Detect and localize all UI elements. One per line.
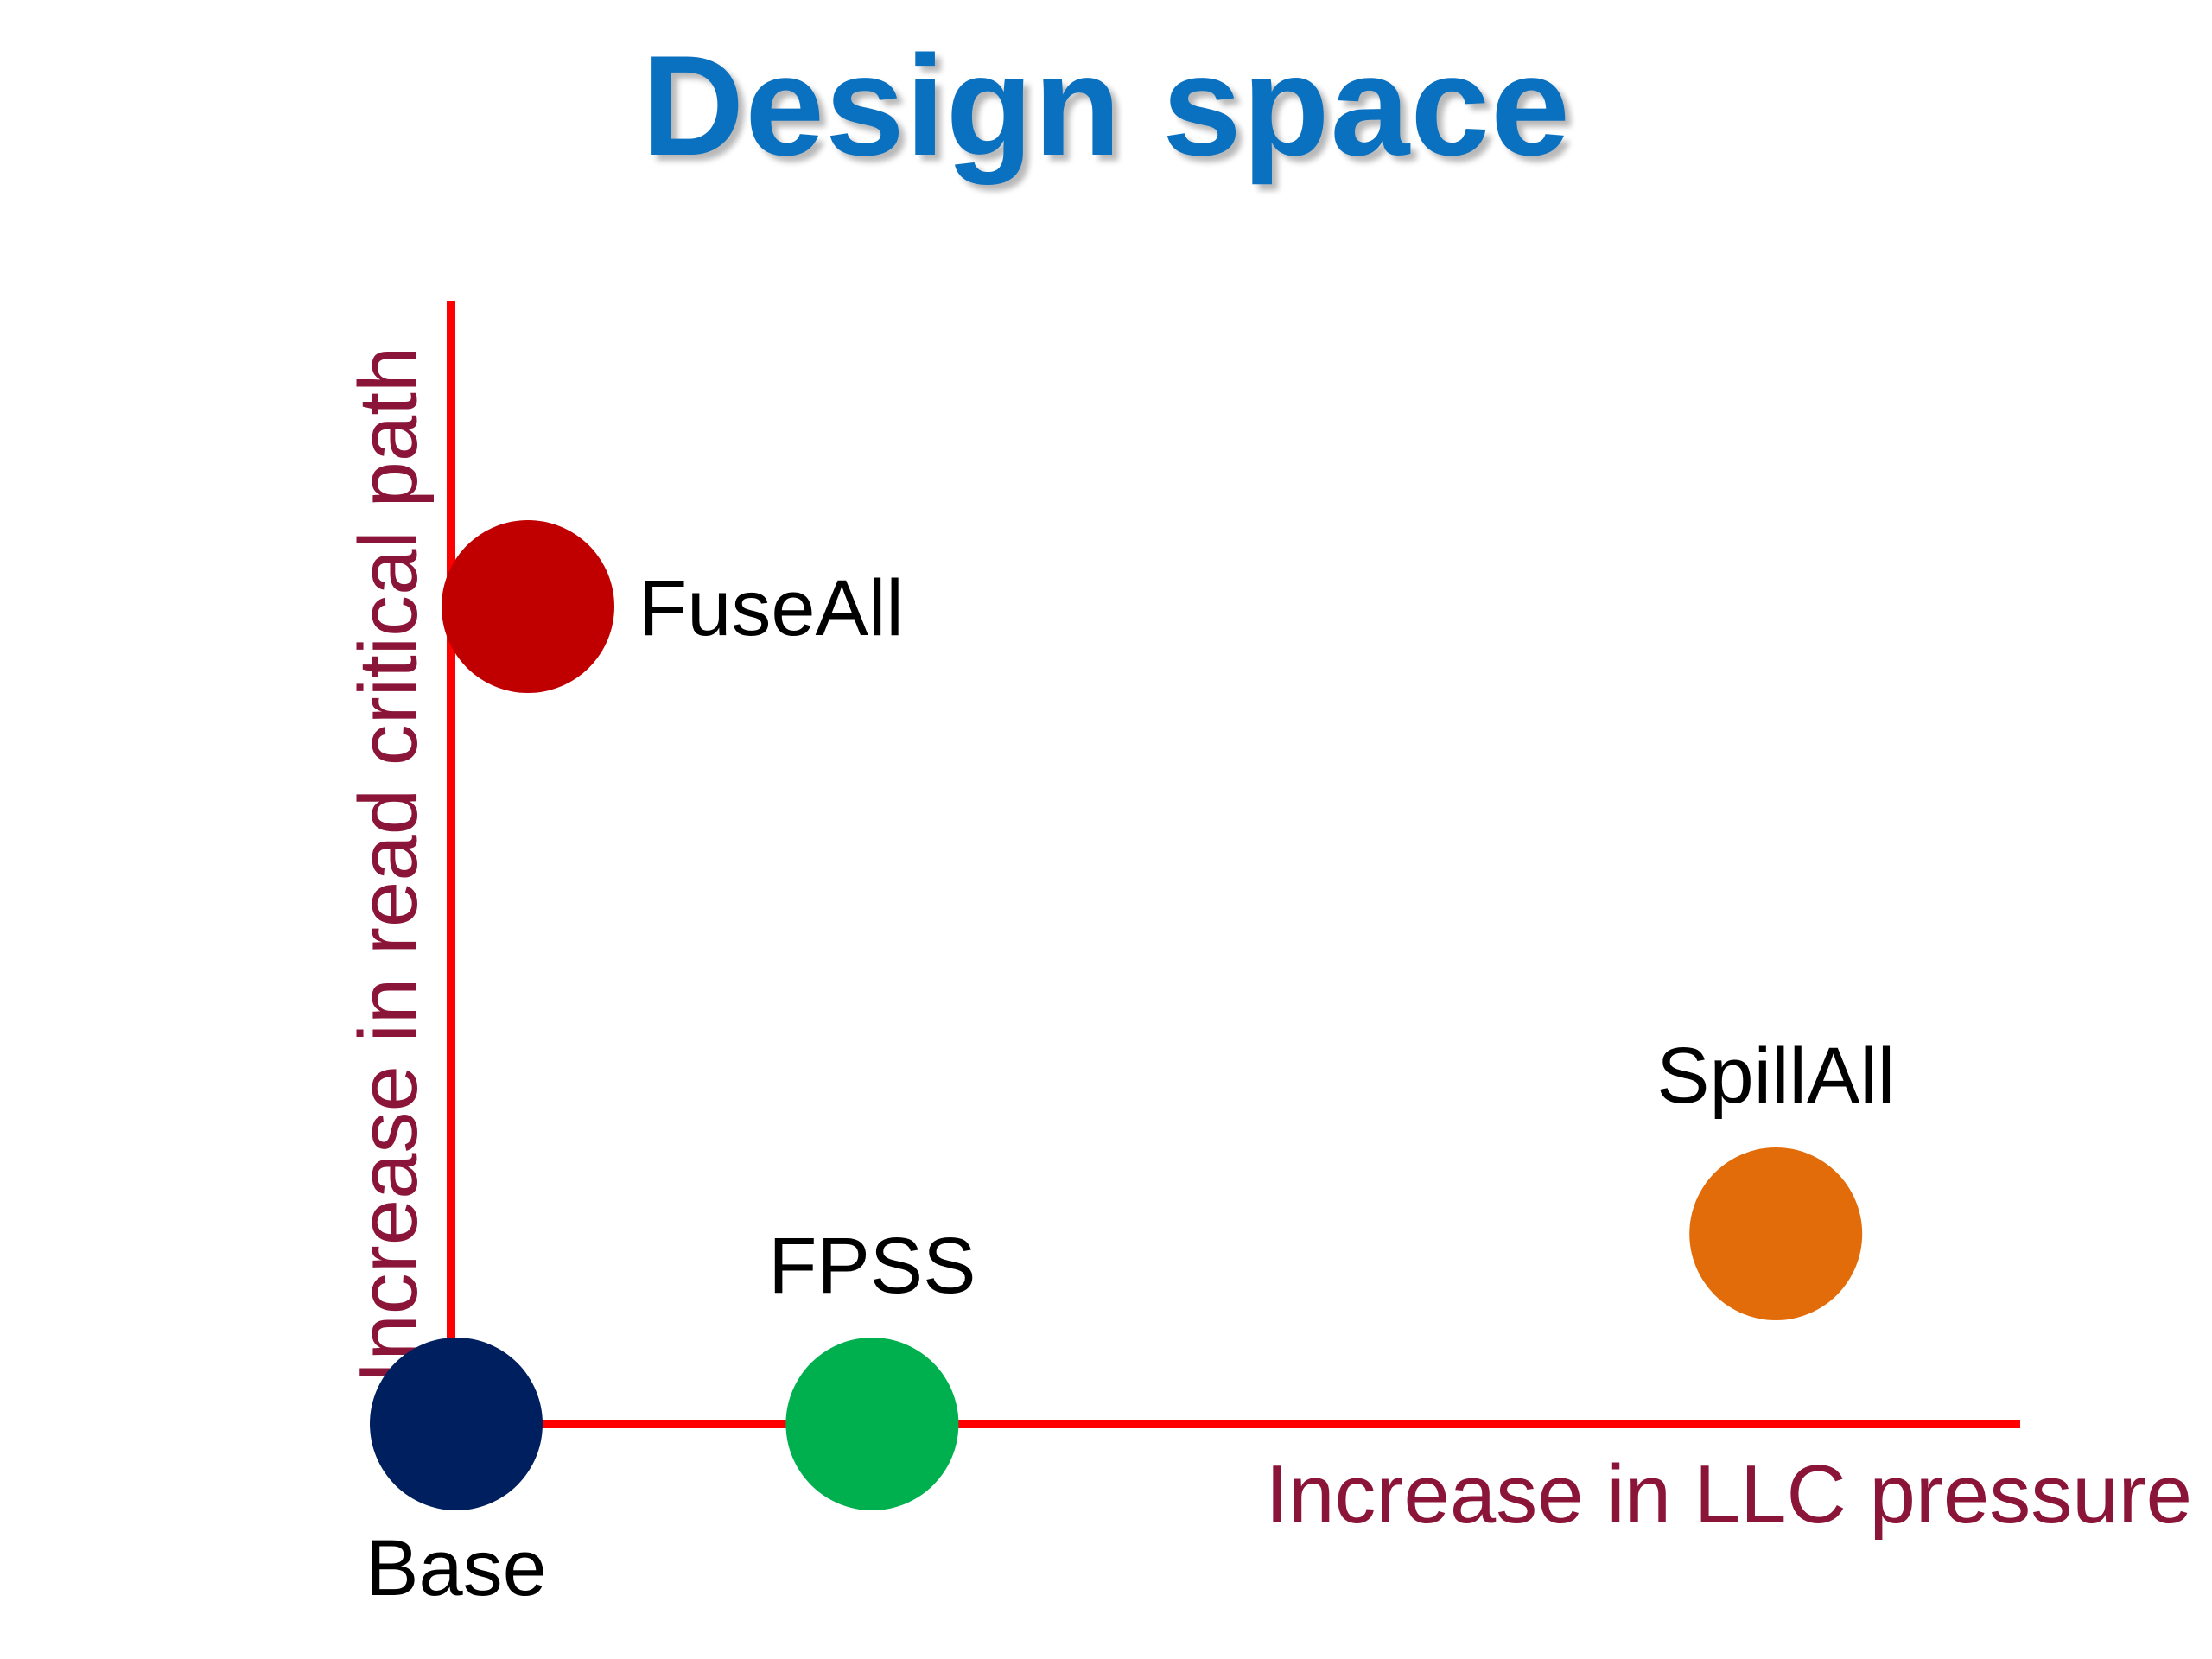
point-fuseall xyxy=(442,520,614,693)
points-layer: Base FPSS FuseAll SpillAll xyxy=(365,520,1895,1612)
x-axis-label: Increase in LLC pressure xyxy=(1265,1448,2192,1541)
y-axis-label: Increase in read critical path xyxy=(342,346,435,1384)
point-fpss xyxy=(785,1338,959,1510)
point-label-spillall: SpillAll xyxy=(1656,1032,1895,1120)
point-spillall xyxy=(1689,1147,1863,1320)
point-label-fuseall: FuseAll xyxy=(639,564,904,652)
point-base xyxy=(370,1338,543,1510)
point-label-fpss: FPSS xyxy=(768,1222,976,1310)
page-title: Design space xyxy=(641,26,1571,185)
point-label-base: Base xyxy=(365,1524,547,1612)
